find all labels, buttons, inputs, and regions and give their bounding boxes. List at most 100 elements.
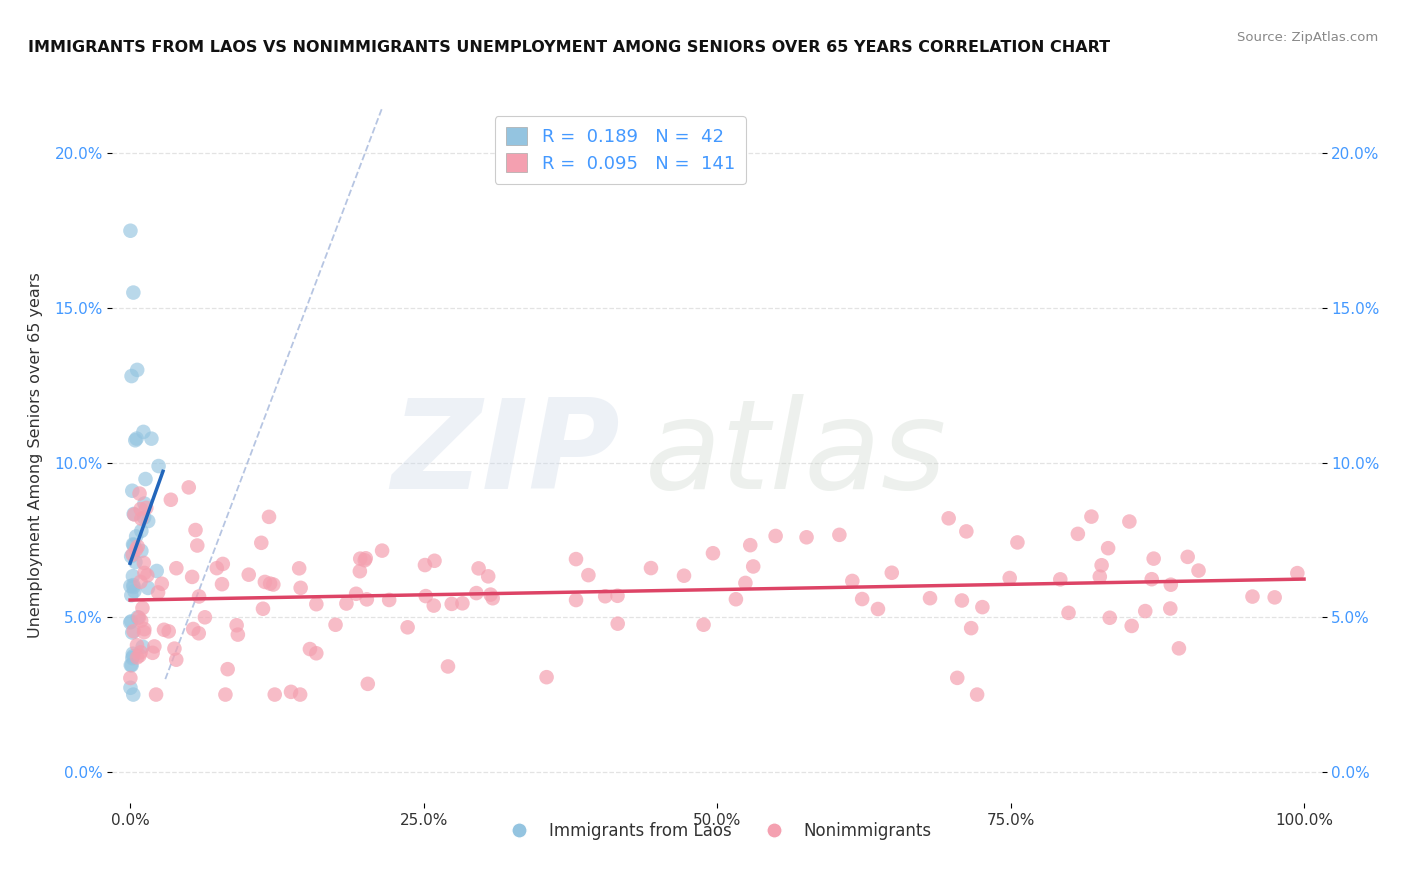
Point [740,538,762,552]
Point [143,640,166,654]
Point [134,566,156,580]
Point [950,593,973,607]
Point [354,551,377,566]
Point [120,658,142,673]
Point [1118,515,1140,529]
Point [141,432,163,446]
Point [122,569,145,583]
Legend: Immigrants from Laos, Nonimmigrants: Immigrants from Laos, Nonimmigrants [496,815,938,847]
Text: atlas: atlas [644,394,946,516]
Point [396,620,419,634]
Point [288,688,311,702]
Point [1177,549,1199,564]
Point [131,511,153,525]
Point [344,587,367,601]
Point [742,559,765,574]
Point [142,646,165,660]
Point [465,586,488,600]
Point [606,589,628,603]
Point [132,556,155,570]
Point [298,642,321,657]
Point [305,597,328,611]
Point [165,561,187,575]
Point [121,651,143,665]
Point [217,662,239,676]
Point [157,624,180,639]
Point [972,600,994,615]
Point [122,580,145,594]
Point [1159,601,1181,615]
Point [1187,564,1209,578]
Point [177,480,200,494]
Point [122,649,145,664]
Point [290,581,312,595]
Point [467,561,489,575]
Point [120,671,142,685]
Point [122,578,145,592]
Point [1264,591,1286,605]
Point [120,588,142,602]
Point [163,641,186,656]
Point [253,574,276,589]
Point [121,483,143,498]
Point [280,685,302,699]
Point [129,614,152,628]
Point [121,369,143,384]
Point [124,508,146,522]
Point [1057,606,1080,620]
Point [437,659,460,673]
Point [259,576,281,591]
Point [150,576,173,591]
Point [413,558,436,572]
Point [134,622,156,636]
Point [423,554,446,568]
Point [122,624,145,639]
Point [371,543,394,558]
Point [966,688,988,702]
Point [1007,535,1029,549]
Point [1088,569,1111,583]
Point [136,568,159,582]
Point [132,625,155,640]
Point [918,591,941,606]
Point [122,507,145,521]
Point [145,564,167,578]
Point [252,601,274,615]
Point [841,574,863,588]
Point [1160,578,1182,592]
Point [1140,572,1163,586]
Text: ZIP: ZIP [392,394,620,516]
Point [120,615,142,630]
Point [1241,590,1264,604]
Point [1286,566,1309,581]
Point [536,670,558,684]
Point [132,425,155,439]
Point [288,561,311,575]
Point [238,567,260,582]
Point [866,602,889,616]
Point [796,530,818,544]
Point [828,528,851,542]
Point [1049,572,1071,586]
Point [153,623,176,637]
Point [127,540,149,554]
Point [702,546,724,560]
Point [205,561,228,575]
Point [477,569,499,583]
Point [250,536,273,550]
Point [131,601,153,615]
Point [131,544,153,558]
Point [451,596,474,610]
Point [121,647,143,661]
Point [125,529,148,543]
Point [1121,619,1143,633]
Point [145,688,167,702]
Point [188,590,211,604]
Point [946,671,969,685]
Point [263,688,285,702]
Point [851,592,873,607]
Point [194,610,217,624]
Point [134,472,156,486]
Point [165,653,187,667]
Point [357,677,380,691]
